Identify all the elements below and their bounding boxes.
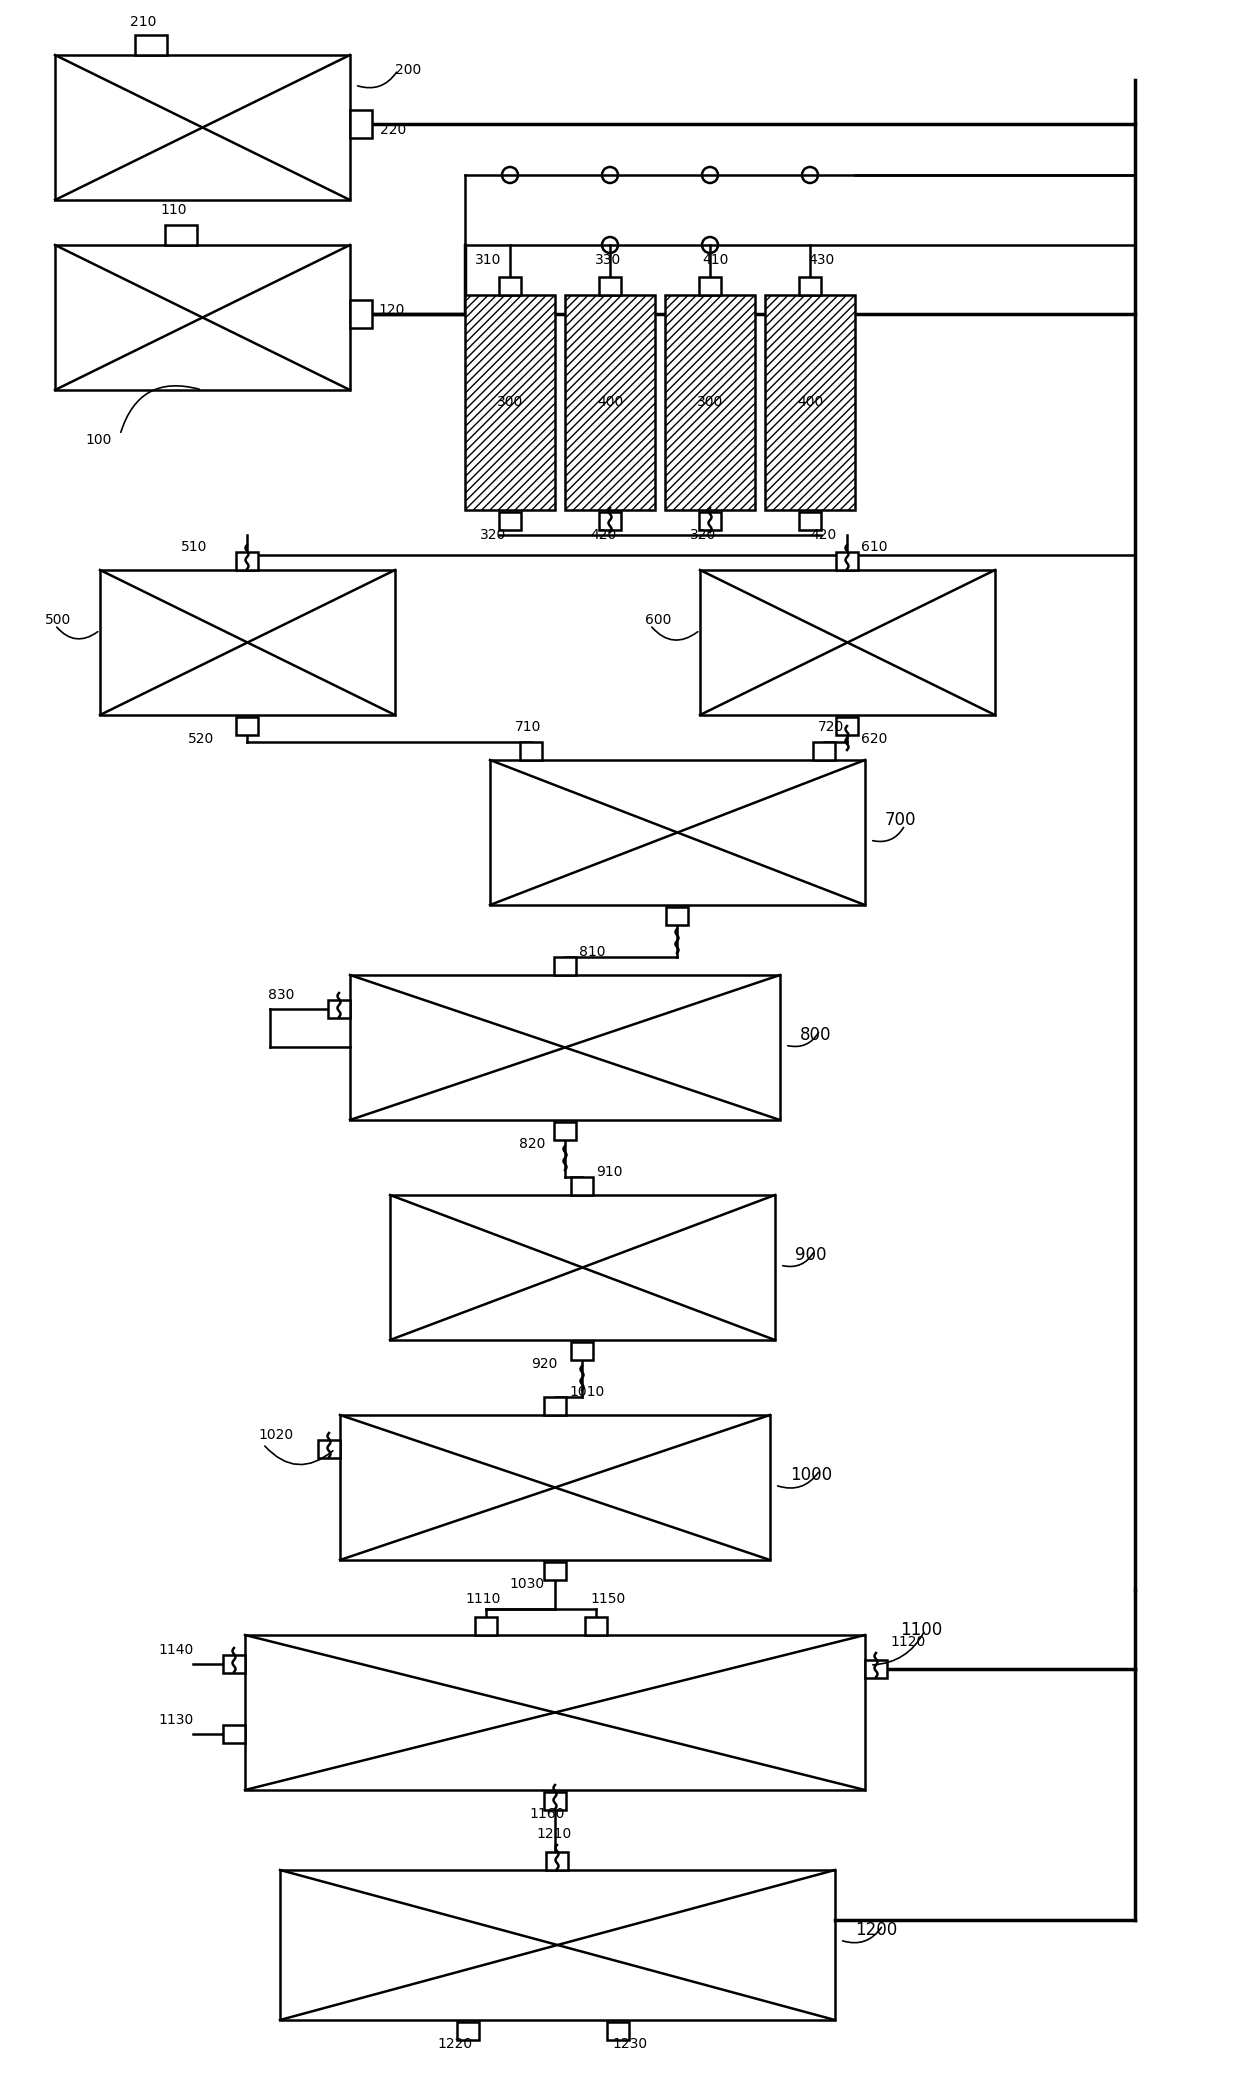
Text: 720: 720 — [818, 719, 844, 734]
Bar — [350, 300, 372, 327]
Text: 1000: 1000 — [790, 1466, 832, 1485]
Text: 900: 900 — [795, 1246, 827, 1264]
Text: 510: 510 — [181, 541, 207, 554]
Text: 1210: 1210 — [536, 1826, 572, 1841]
Bar — [329, 1000, 350, 1017]
Bar — [866, 1661, 887, 1678]
Bar — [165, 224, 197, 245]
Text: 200: 200 — [396, 63, 422, 78]
Text: 610: 610 — [861, 541, 888, 554]
Text: 400: 400 — [797, 394, 823, 409]
Text: 110: 110 — [160, 203, 186, 216]
Bar — [813, 742, 835, 759]
Text: 1230: 1230 — [613, 2036, 647, 2051]
Bar — [585, 1617, 608, 1636]
Text: 300: 300 — [697, 394, 723, 409]
Bar — [554, 956, 577, 975]
Text: 1110: 1110 — [465, 1592, 501, 1606]
Bar — [599, 277, 621, 296]
Text: 310: 310 — [475, 254, 501, 266]
Text: 800: 800 — [800, 1025, 832, 1044]
Text: 300: 300 — [497, 394, 523, 409]
Bar — [565, 296, 655, 510]
Bar — [465, 296, 556, 510]
Bar — [544, 1562, 565, 1579]
Bar — [665, 296, 755, 510]
Text: 1160: 1160 — [529, 1808, 564, 1820]
Bar — [570, 1342, 593, 1361]
Bar — [666, 908, 688, 925]
Bar — [458, 2022, 479, 2040]
Bar — [836, 552, 858, 570]
Text: 220: 220 — [379, 124, 407, 136]
Bar — [498, 277, 521, 296]
Bar — [223, 1726, 246, 1743]
Bar — [599, 512, 621, 531]
Text: 710: 710 — [515, 719, 542, 734]
Bar — [799, 277, 821, 296]
Bar — [135, 36, 167, 55]
Bar — [475, 1617, 497, 1636]
Bar — [699, 512, 720, 531]
Text: 100: 100 — [86, 432, 112, 447]
Bar — [765, 296, 856, 510]
Bar — [498, 512, 521, 531]
Text: 410: 410 — [702, 254, 728, 266]
Bar — [223, 1655, 246, 1673]
Text: 820: 820 — [520, 1137, 546, 1151]
Bar — [608, 2022, 629, 2040]
Bar — [799, 512, 821, 531]
Text: 1120: 1120 — [890, 1636, 925, 1648]
Bar — [836, 717, 858, 736]
Bar — [544, 1793, 565, 1810]
Text: 830: 830 — [268, 988, 294, 1002]
Text: 600: 600 — [645, 612, 671, 627]
Text: 500: 500 — [45, 612, 71, 627]
Text: 210: 210 — [130, 15, 156, 29]
Text: 700: 700 — [885, 812, 916, 828]
Bar — [554, 1122, 577, 1141]
Text: 330: 330 — [595, 254, 621, 266]
Text: 1030: 1030 — [508, 1577, 544, 1592]
Text: 1020: 1020 — [258, 1428, 293, 1443]
Text: 1150: 1150 — [590, 1592, 625, 1606]
Bar — [544, 1397, 565, 1415]
Text: 120: 120 — [378, 302, 404, 317]
Text: 620: 620 — [861, 732, 888, 747]
Text: 320: 320 — [689, 528, 717, 541]
Bar — [317, 1441, 340, 1457]
Text: 810: 810 — [579, 946, 605, 958]
Bar — [570, 1176, 593, 1195]
Text: 430: 430 — [808, 254, 835, 266]
Text: 1100: 1100 — [900, 1621, 942, 1640]
Text: 1130: 1130 — [157, 1713, 193, 1728]
Text: 400: 400 — [596, 394, 624, 409]
Bar — [699, 277, 720, 296]
Text: 520: 520 — [188, 732, 215, 747]
Text: 420: 420 — [590, 528, 616, 541]
Text: 1140: 1140 — [157, 1644, 193, 1657]
Text: 910: 910 — [596, 1166, 622, 1179]
Text: 420: 420 — [810, 528, 836, 541]
Bar — [350, 109, 372, 138]
Bar — [236, 717, 258, 736]
Bar — [520, 742, 542, 759]
Text: 1220: 1220 — [436, 2036, 472, 2051]
Bar — [546, 1852, 568, 1871]
Text: 920: 920 — [531, 1357, 557, 1371]
Text: 1010: 1010 — [569, 1384, 604, 1399]
Bar — [236, 552, 258, 570]
Text: 320: 320 — [480, 528, 506, 541]
Text: 1200: 1200 — [856, 1921, 898, 1940]
